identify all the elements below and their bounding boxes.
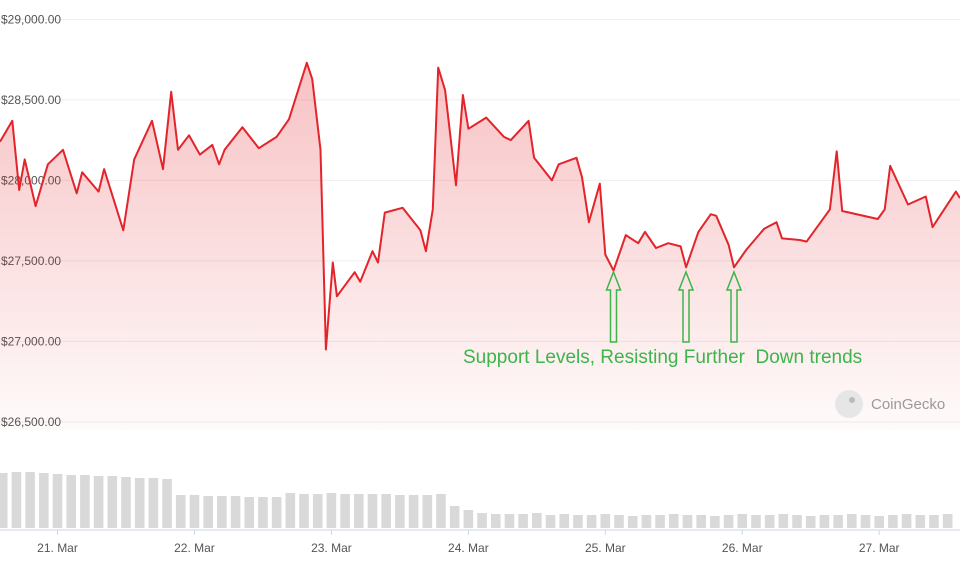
volume-bar — [847, 514, 857, 528]
volume-bar — [189, 495, 200, 528]
volume-bar — [819, 515, 830, 528]
volume-bar — [25, 472, 35, 528]
volume-bar — [367, 494, 378, 528]
x-tick-label: 22. Mar — [174, 541, 215, 555]
volume-bar — [134, 478, 145, 528]
volume-bar — [217, 496, 227, 528]
volume-bar — [559, 514, 570, 528]
volume-bar — [874, 516, 884, 528]
watermark-logo — [835, 390, 863, 418]
volume-bar — [285, 493, 296, 528]
arrow — [677, 269, 695, 343]
volume-bar — [668, 514, 679, 528]
volume-bar — [600, 514, 611, 528]
x-tick-label: 24. Mar — [448, 541, 489, 555]
y-tick-label: $28,500.00 — [1, 93, 61, 107]
volume-bar — [175, 495, 186, 528]
volume-bar — [751, 515, 761, 528]
volume-bar — [93, 476, 104, 528]
volume-bar — [764, 515, 775, 528]
volume-bar — [682, 515, 693, 528]
volume-bar — [833, 515, 843, 528]
volume-bar — [860, 515, 871, 528]
volume-bar — [299, 494, 309, 528]
volume-bar — [449, 506, 460, 528]
plot-area — [0, 61, 960, 431]
volume-bar — [696, 515, 706, 528]
volume-bar — [573, 515, 583, 528]
volume-bar — [66, 475, 77, 528]
watermark-logo-eye — [849, 397, 855, 403]
volume-bar — [504, 514, 515, 528]
volume-bar — [271, 497, 282, 528]
volume-bar — [463, 510, 474, 528]
volume-bar — [381, 494, 391, 528]
volume-bar — [490, 514, 501, 528]
volume-bar — [340, 494, 350, 528]
volume-bar — [230, 496, 241, 528]
volume-bar — [258, 497, 268, 528]
volume-bar — [614, 515, 624, 528]
volume-bar — [203, 496, 213, 528]
area-fill — [0, 62, 960, 431]
volume-bar — [901, 514, 912, 528]
volume-bar — [655, 515, 665, 528]
volume-bar — [52, 474, 63, 528]
volume-bar — [436, 494, 446, 528]
volume-bar — [641, 515, 652, 528]
volume-bar — [0, 473, 8, 528]
volume-bar — [586, 515, 597, 528]
x-tick-label: 23. Mar — [311, 541, 352, 555]
volume-bar — [244, 497, 255, 528]
x-tick-label: 27. Mar — [859, 541, 900, 555]
x-tick-label: 26. Mar — [722, 541, 763, 555]
annotation: Support Levels, Resisting Further Down t… — [463, 347, 862, 368]
volume-bar — [737, 514, 748, 528]
arrow — [605, 269, 622, 343]
volume-bar — [162, 479, 172, 528]
x-tick-label: 25. Mar — [585, 541, 626, 555]
volume-bar — [477, 513, 487, 528]
volume-bar — [326, 493, 337, 528]
price-line — [0, 61, 960, 351]
volume-bar — [11, 472, 22, 528]
volume-bar — [805, 516, 816, 528]
volume-bar — [148, 478, 159, 528]
arrow — [725, 269, 743, 343]
volume-bar — [39, 473, 49, 528]
volume-bar — [627, 516, 638, 528]
volume-bar — [80, 475, 90, 528]
volume-bar — [915, 515, 926, 528]
watermark: CoinGecko — [835, 390, 945, 418]
volume-bar — [121, 477, 131, 528]
volume-bar — [518, 514, 528, 528]
volume-bar — [107, 476, 118, 528]
volume-bar — [408, 495, 419, 528]
volume-bar — [312, 494, 323, 528]
volume-bar — [545, 515, 556, 528]
volume-bar — [888, 515, 898, 528]
volume-bar — [710, 516, 720, 528]
x-axis: 21. Mar 22. Mar 23. Mar 24. Mar 25. Mar 26. M… — [37, 530, 900, 555]
volume-bar — [422, 495, 433, 528]
watermark-text: CoinGecko — [871, 396, 945, 413]
volume-bar — [929, 515, 939, 528]
volume-bar — [778, 514, 789, 528]
volume-bar — [532, 513, 542, 528]
annotation-arrows — [605, 269, 743, 343]
volume-bar — [792, 515, 802, 528]
volume-bar — [723, 515, 734, 528]
volume-bar — [942, 514, 953, 528]
volume-bar — [395, 495, 405, 528]
volume-bar — [354, 494, 364, 528]
volume-area — [0, 472, 953, 528]
x-tick-label: 21. Mar — [37, 541, 78, 555]
y-tick-label: $29,000.00 — [1, 12, 61, 26]
